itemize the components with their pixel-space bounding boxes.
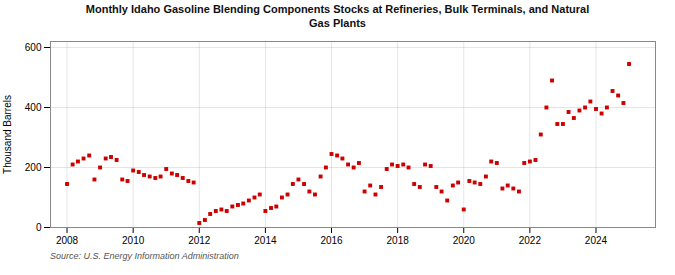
svg-text:2018: 2018 — [387, 234, 410, 245]
svg-text:2024: 2024 — [585, 234, 608, 245]
svg-text:2022: 2022 — [519, 234, 542, 245]
svg-text:600: 600 — [25, 41, 42, 52]
html-text:Monthly Idaho Gasoline Blendin: Monthly Idaho Gasoline Blending Componen… — [85, 3, 590, 30]
svg-text:2010: 2010 — [122, 234, 145, 245]
svg-text:2016: 2016 — [320, 234, 343, 245]
svg-text:2012: 2012 — [188, 234, 211, 245]
svg-text:2020: 2020 — [453, 234, 476, 245]
svg-text:400: 400 — [25, 101, 42, 112]
svg-text:2008: 2008 — [56, 234, 79, 245]
svg-text:2014: 2014 — [254, 234, 277, 245]
svg-text:Thousand Barrels: Thousand Barrels — [2, 95, 13, 174]
svg-text:0: 0 — [36, 221, 42, 232]
html-text:Source: U.S. Energy Informatio: Source: U.S. Energy Information Administ… — [50, 250, 239, 261]
svg-text:200: 200 — [25, 161, 42, 172]
